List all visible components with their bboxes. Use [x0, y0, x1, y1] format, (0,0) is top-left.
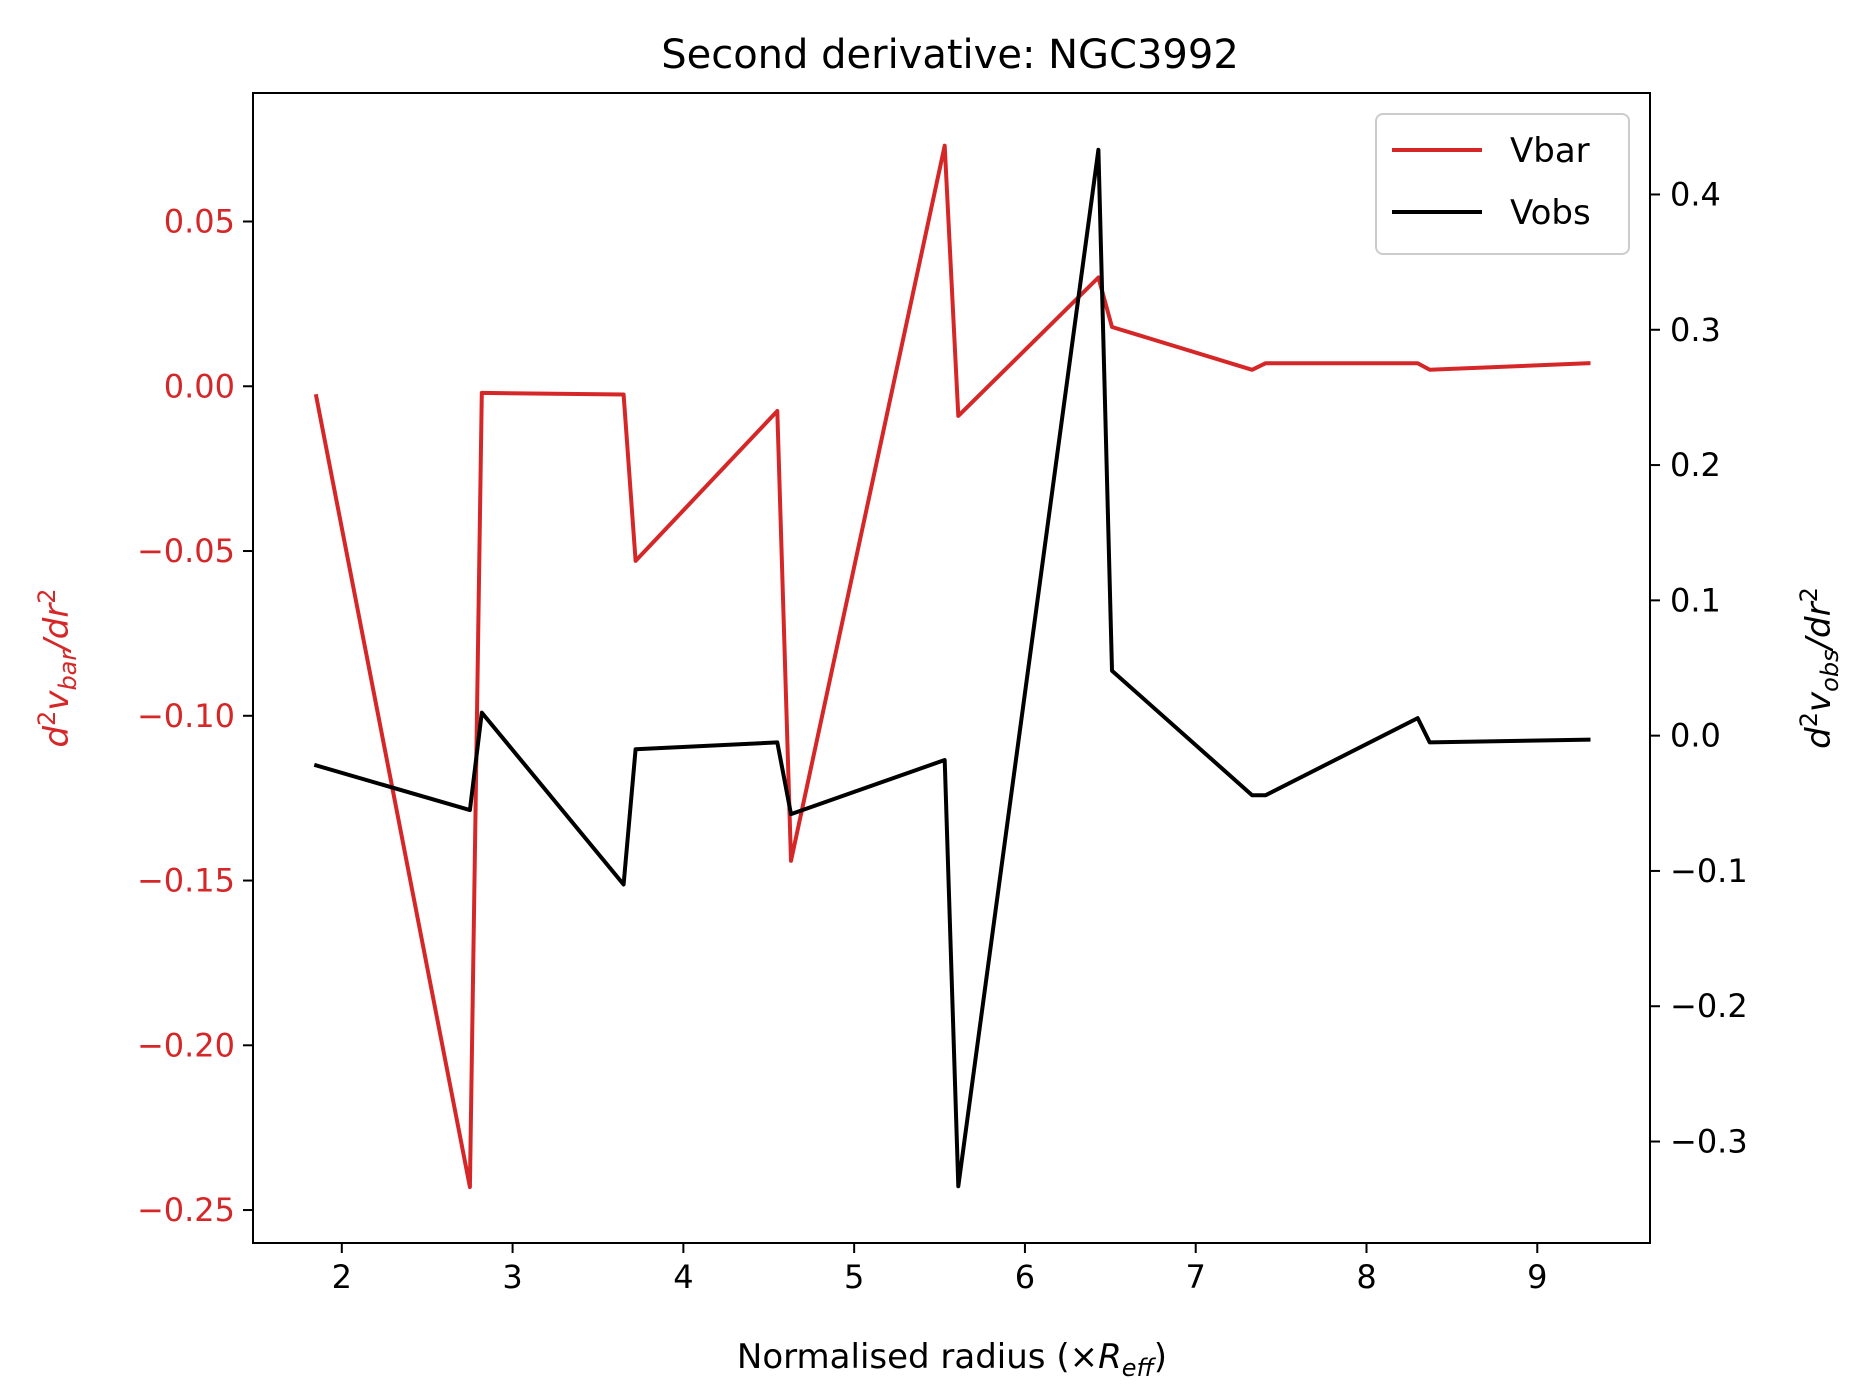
- legend-label-vbar: Vbar: [1510, 131, 1590, 171]
- y-axis-right-label-v: v: [1799, 691, 1839, 712]
- y-axis-left-label-sub: bar: [54, 649, 82, 691]
- x-axis-label-var: R: [1098, 1337, 1122, 1377]
- y-left-tick-label: −0.15: [137, 862, 235, 900]
- y-right-tick-label: 0.3: [1670, 311, 1721, 349]
- legend-box: [1375, 113, 1630, 255]
- plot-frame: [252, 92, 1651, 1244]
- y-left-tick-label: −0.25: [137, 1191, 235, 1229]
- y-axis-right-label-sup2: 2: [1795, 587, 1823, 602]
- y-left-tick-label: −0.05: [137, 532, 235, 570]
- y-axis-left-label-sup2: 2: [33, 588, 61, 603]
- legend: Vbar Vobs: [1375, 113, 1630, 255]
- y-right-tick-label: 0.1: [1670, 581, 1721, 619]
- y-axis-left-label-v: v: [37, 690, 77, 711]
- x-tick-label: 8: [1356, 1258, 1376, 1296]
- y-right-tick-label: −0.3: [1670, 1123, 1748, 1161]
- chart-title: Second derivative: NGC3992: [661, 32, 1239, 78]
- y-axis-right-label-sub: obs: [1816, 649, 1844, 691]
- y-left-tick-label: −0.10: [137, 697, 235, 735]
- series-layer: [313, 143, 1591, 1189]
- ticks-layer: 2 3 4 5 6 7 8 9 0.05 0.00 −0.05 −0.10 −0.15 −0.20 −0.2…: [137, 175, 1748, 1296]
- x-axis-label: Normalised radius (×Reff): [737, 1337, 1167, 1382]
- y-right-tick-label: −0.1: [1670, 852, 1748, 890]
- y-left-tick-label: 0.00: [164, 367, 235, 405]
- legend-label-vobs: Vobs: [1510, 193, 1591, 233]
- series-line-vbar: [313, 143, 1591, 1189]
- x-tick-label: 3: [502, 1258, 522, 1296]
- x-tick-label: 5: [844, 1258, 864, 1296]
- x-tick-label: 2: [332, 1258, 352, 1296]
- y-axis-left-label-rest: /dr: [37, 602, 77, 654]
- x-axis-label-sub: eff: [1122, 1354, 1157, 1382]
- y-left-tick-label: −0.20: [137, 1026, 235, 1064]
- y-right-tick-label: 0.2: [1670, 446, 1721, 484]
- x-axis-label-suffix: ): [1154, 1337, 1167, 1377]
- y-right-tick-label: 0.4: [1670, 175, 1721, 213]
- y-left-tick-label: 0.05: [164, 203, 235, 241]
- y-axis-right-label-d: d: [1799, 727, 1839, 749]
- y-right-tick-label: 0.0: [1670, 717, 1721, 755]
- y-right-tick-label: −0.2: [1670, 987, 1748, 1025]
- series-line-vobs: [313, 147, 1591, 1189]
- y-axis-left-label-d: d: [37, 726, 77, 748]
- y-axis-right-label: d2vobs/dr2: [1795, 587, 1844, 749]
- y-axis-right-label-sup: 2: [1795, 712, 1823, 727]
- x-axis-label-prefix: Normalised radius (×: [737, 1337, 1098, 1377]
- x-tick-label: 4: [673, 1258, 693, 1296]
- x-tick-label: 7: [1186, 1258, 1206, 1296]
- x-tick-label: 9: [1527, 1258, 1547, 1296]
- y-axis-left-label-sup: 2: [33, 711, 61, 726]
- x-tick-label: 6: [1015, 1258, 1035, 1296]
- y-axis-left-label: d2vbar/dr2: [33, 588, 82, 747]
- y-axis-right-label-rest: /dr: [1799, 600, 1839, 652]
